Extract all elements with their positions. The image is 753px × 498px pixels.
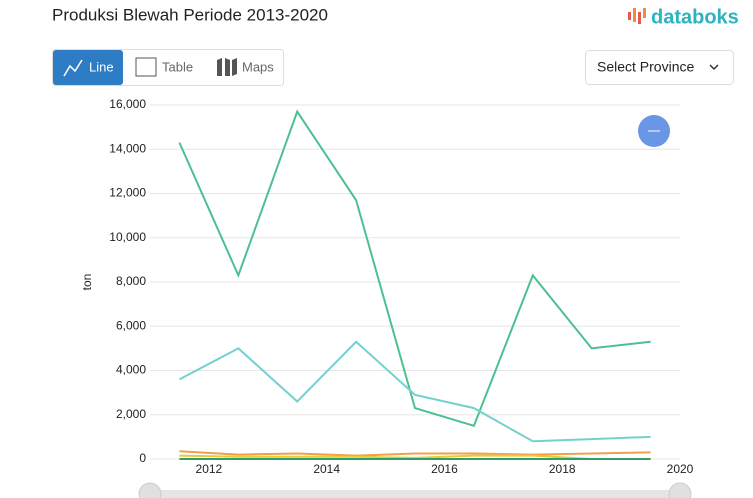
tab[interactable]: Line [89,59,114,74]
y-tick-label: 0 [139,451,146,465]
y-tick-label: 2,000 [116,407,146,421]
y-tick-label: 8,000 [116,274,146,288]
line-series [178,340,651,443]
logo-icon [643,8,646,18]
line-series [179,454,651,460]
logo-icon [638,12,641,24]
logo: databoks [628,6,739,28]
x-tick-label: 2016 [431,462,458,476]
logo-icon [628,12,631,20]
x-tick-label: 2018 [549,462,576,476]
y-tick-label: 6,000 [116,318,146,332]
scroll-handle[interactable] [138,482,162,498]
select[interactable] [585,50,734,85]
line-series [178,109,651,428]
y-tick-label: 10,000 [109,230,146,244]
y-tick-label: 14,000 [109,141,146,155]
chart-title: Produksi Blewah Periode 2013-2020 [52,5,328,24]
tab-icon [135,57,157,77]
tab-icon [217,58,237,76]
y-axis-label: ton [80,274,94,291]
line-series [179,450,651,457]
tab-active[interactable] [53,50,123,85]
y-tick-label: 16,000 [109,97,146,111]
x-tick-label: 2012 [196,462,223,476]
scroll-handle[interactable] [668,482,692,498]
scrollbar[interactable] [140,490,690,498]
x-tick-label: 2020 [667,462,694,476]
x-tick-label: 2014 [313,462,340,476]
y-tick-label: 12,000 [109,186,146,200]
tab[interactable]: Maps [242,59,274,74]
select-arrow [709,64,719,71]
tab[interactable]: Table [162,59,193,74]
logo-icon [633,8,636,22]
y-tick-label: 4,000 [116,363,146,377]
select-label[interactable]: Select Province [597,59,694,75]
tab-icon [63,59,83,77]
logo-text: databoks [651,6,739,28]
